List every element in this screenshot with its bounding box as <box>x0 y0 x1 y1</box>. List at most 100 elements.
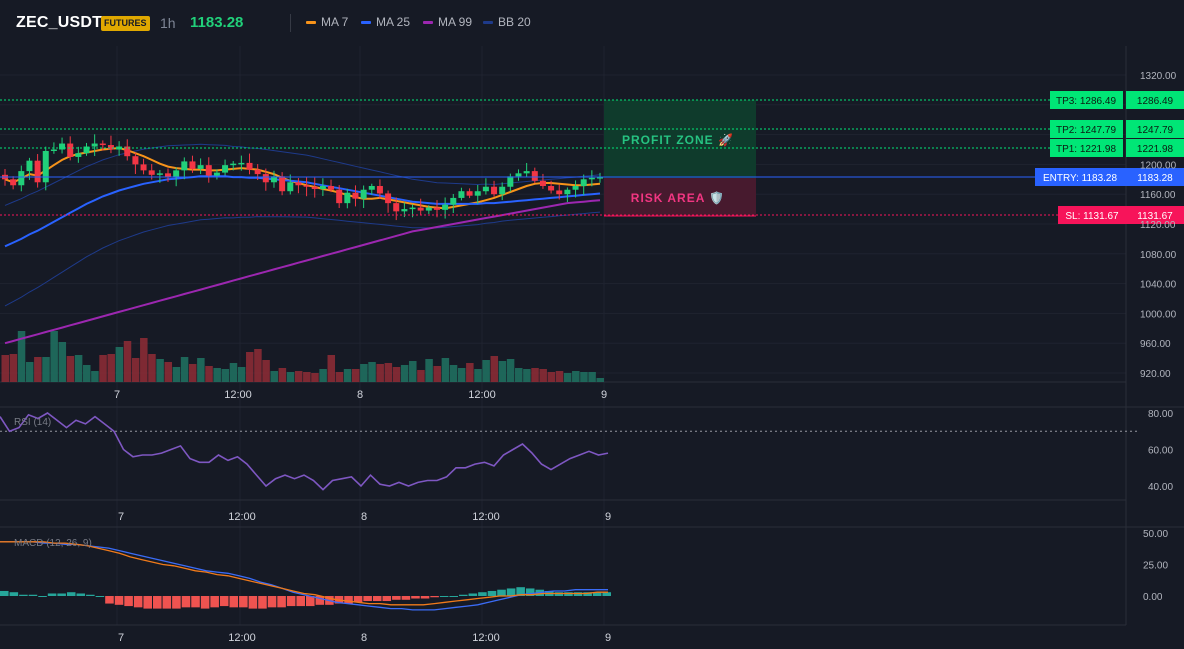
volume-bar <box>99 355 107 382</box>
time-tick-label: 12:00 <box>224 389 252 401</box>
ma-line-0 <box>4 146 601 210</box>
macd-histogram-bar <box>478 592 487 596</box>
candle-body <box>132 156 139 165</box>
candle-body <box>311 186 318 189</box>
volume-bar <box>172 367 181 382</box>
volume-bar <box>539 369 547 382</box>
time-tick-label: 12:00 <box>472 511 500 523</box>
candle-body <box>59 143 66 150</box>
rsi-tick-label: 80.00 <box>1148 409 1173 420</box>
tp3-axis-label: 1286.49 <box>1137 96 1174 107</box>
macd-histogram-bar <box>459 594 468 596</box>
candle-body <box>254 169 261 175</box>
candle-body <box>409 207 416 210</box>
candle-body <box>279 176 286 192</box>
tp2-axis-label: 1247.79 <box>1137 125 1174 136</box>
rsi-label: RSI (14) <box>14 417 51 428</box>
volume-bar <box>376 364 384 382</box>
macd-histogram-bar <box>181 596 191 608</box>
macd-histogram-bar <box>172 596 181 609</box>
candle-body <box>588 177 595 180</box>
candle-body <box>287 182 294 192</box>
candle-body <box>124 146 131 157</box>
sl-tag[interactable]: SL: 1131.67 <box>1058 206 1126 224</box>
time-tick-label: 12:00 <box>228 632 256 644</box>
volume-bar <box>319 369 327 382</box>
candle-body <box>181 161 188 171</box>
candle-body <box>26 160 33 172</box>
candle-body <box>173 170 180 178</box>
candle-body <box>156 173 163 175</box>
candle-body <box>360 189 367 199</box>
legend-ma7-label: MA 7 <box>321 15 349 29</box>
symbol-name[interactable]: ZEC_USDT <box>16 14 103 31</box>
macd-histogram-bar <box>162 596 172 609</box>
tp2-tag[interactable]: TP2: 1247.79 <box>1050 120 1123 138</box>
rsi-pane[interactable]: 80.00 60.00 40.00 <box>0 409 1173 493</box>
macd-label: MACD (12, 26, 9) <box>14 538 92 549</box>
tp3-tag[interactable]: TP3: 1286.49 <box>1050 91 1123 109</box>
volume-bar <box>115 347 124 382</box>
macd-histogram-bar <box>229 596 239 608</box>
candle-body <box>67 143 74 157</box>
candle-body <box>336 189 343 204</box>
candle-body <box>222 165 229 173</box>
candle-body <box>75 153 82 157</box>
volume-bar <box>433 366 441 382</box>
macd-histogram-bar <box>248 596 258 609</box>
candle-body <box>580 179 587 187</box>
time-tick-label: 7 <box>114 389 120 401</box>
macd-histogram-bar <box>9 592 19 596</box>
price-tick-label: 920.00 <box>1140 369 1171 380</box>
candle-body <box>401 209 408 212</box>
risk-zone <box>604 178 756 216</box>
volume-bar <box>482 360 490 382</box>
macd-histogram-bar <box>583 592 592 596</box>
macd-pane[interactable]: 50.00 25.00 0.00 <box>0 529 1168 611</box>
entry-tag[interactable]: ENTRY: 1183.28 <box>1035 168 1126 186</box>
legend-ma25[interactable]: MA 25 <box>361 15 410 29</box>
legend-bb20[interactable]: BB 20 <box>483 15 531 29</box>
sl-tag-bg <box>1058 206 1126 224</box>
macd-histogram-bar <box>353 596 363 603</box>
timeframe[interactable]: 1h <box>160 15 176 31</box>
macd-histogram-bar <box>420 596 430 599</box>
volume-bar <box>588 372 596 382</box>
macd-histogram-bar <box>76 593 86 596</box>
macd-histogram-bar <box>602 592 611 596</box>
candle-body <box>165 173 172 178</box>
price-tick-label: 1000.00 <box>1140 309 1177 320</box>
macd-histogram-bar <box>95 596 105 597</box>
time-tick-label: 7 <box>118 632 124 644</box>
tp1-tag[interactable]: TP1: 1221.98 <box>1050 139 1123 157</box>
candle-body <box>425 207 432 211</box>
time-tick-label: 8 <box>357 389 363 401</box>
volume-bar <box>466 363 474 382</box>
tp2-axis-bg <box>1126 120 1184 138</box>
macd-histogram-bar <box>468 593 478 596</box>
header-divider <box>290 14 291 32</box>
volume-bar <box>197 358 205 382</box>
volume-bar <box>294 371 303 382</box>
volume-bar <box>351 369 360 382</box>
candle-body <box>572 186 579 190</box>
ma99-swatch <box>423 20 433 24</box>
candle-body <box>352 192 359 199</box>
macd-histogram-bar <box>439 596 449 597</box>
volume-bar <box>335 372 344 382</box>
legend-ma7[interactable]: MA 7 <box>306 15 348 29</box>
candle-body <box>474 191 481 196</box>
rsi-tick-label: 60.00 <box>1148 446 1173 457</box>
rsi-tick-label: 40.00 <box>1148 482 1173 493</box>
macd-histogram-bar <box>0 590 9 596</box>
volume-bar <box>531 368 539 382</box>
legend-ma99[interactable]: MA 99 <box>423 15 472 29</box>
candle-body <box>262 174 269 183</box>
macd-histogram-bar <box>267 596 277 608</box>
volume-bar <box>441 358 450 382</box>
time-tick-label: 9 <box>605 632 611 644</box>
legend-bb20-label: BB 20 <box>498 15 531 29</box>
ma-line-1 <box>4 175 601 248</box>
volume-bar <box>180 357 189 382</box>
